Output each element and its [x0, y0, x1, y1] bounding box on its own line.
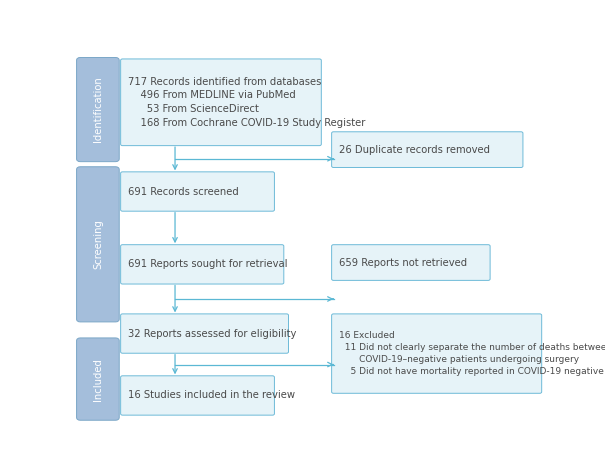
Text: 659 Reports not retrieved: 659 Reports not retrieved [339, 257, 467, 268]
FancyBboxPatch shape [120, 245, 284, 284]
Text: 32 Reports assessed for eligibility: 32 Reports assessed for eligibility [128, 329, 296, 339]
Text: Included: Included [93, 358, 103, 401]
FancyBboxPatch shape [120, 172, 275, 211]
FancyBboxPatch shape [77, 167, 119, 322]
Text: 717 Records identified from databases
    496 From MEDLINE via PubMed
      53 F: 717 Records identified from databases 49… [128, 77, 365, 128]
Text: Screening: Screening [93, 219, 103, 269]
FancyBboxPatch shape [332, 314, 541, 393]
Text: Identification: Identification [93, 77, 103, 142]
Text: 16 Excluded
  11 Did not clearly separate the number of deaths between COVID-19–: 16 Excluded 11 Did not clearly separate … [339, 331, 605, 377]
Text: 16 Studies included in the review: 16 Studies included in the review [128, 391, 295, 401]
Text: 26 Duplicate records removed: 26 Duplicate records removed [339, 145, 490, 155]
Text: 691 Records screened: 691 Records screened [128, 186, 239, 196]
FancyBboxPatch shape [332, 132, 523, 167]
FancyBboxPatch shape [120, 59, 321, 146]
Text: 691 Reports sought for retrieval: 691 Reports sought for retrieval [128, 259, 287, 269]
FancyBboxPatch shape [120, 314, 289, 353]
FancyBboxPatch shape [332, 245, 490, 280]
FancyBboxPatch shape [120, 376, 275, 415]
FancyBboxPatch shape [77, 58, 119, 162]
FancyBboxPatch shape [77, 338, 119, 420]
